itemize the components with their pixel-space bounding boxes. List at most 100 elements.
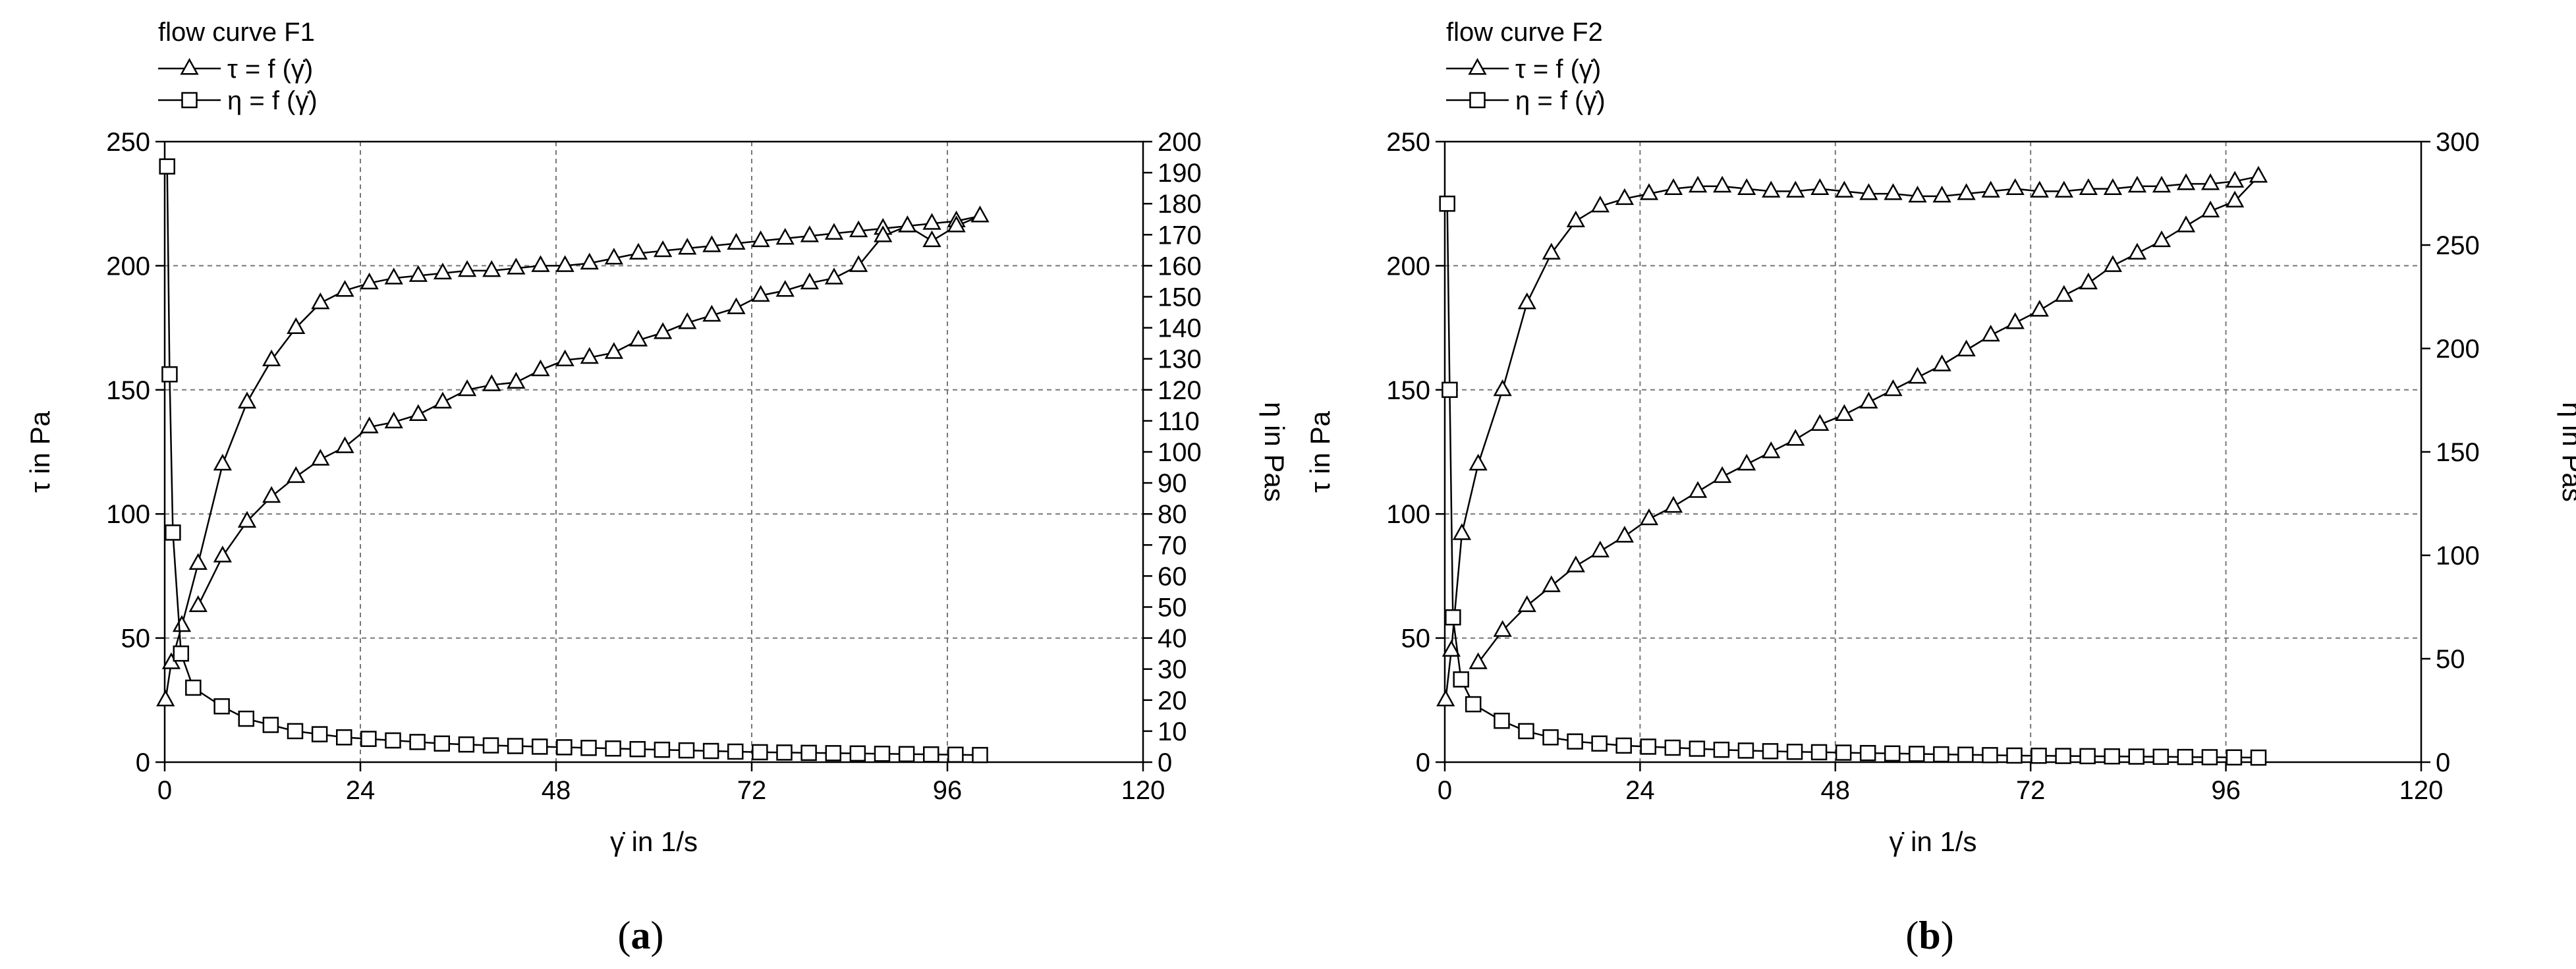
legend-label-eta: η = f (γ̇) [227, 86, 318, 115]
data-point-square [213, 698, 230, 715]
data-point-triangle [262, 349, 281, 367]
data-point-square [2030, 748, 2047, 764]
legend-marker-triangle-icon [180, 58, 199, 75]
legend-marker-triangle-icon [1468, 58, 1487, 75]
data-point-triangle [1737, 453, 1756, 471]
data-point-square [556, 739, 573, 756]
data-point-triangle [2176, 215, 2196, 233]
data-point-triangle [1737, 178, 1756, 196]
panel-caption: (a) [618, 914, 664, 957]
data-point-triangle [1908, 366, 1927, 384]
data-point-square [2104, 748, 2120, 765]
data-point-triangle [531, 359, 550, 377]
data-point-triangle [775, 227, 795, 245]
data-point-triangle [1884, 379, 1903, 397]
data-point-triangle [1452, 523, 1472, 540]
data-point-triangle [311, 292, 330, 310]
data-point-square [238, 710, 254, 727]
data-point-triangle [678, 312, 697, 329]
series-group [1436, 165, 2268, 766]
data-point-triangle [1859, 183, 1878, 200]
data-point-triangle [1615, 526, 1635, 543]
y-tick-label-right: 300 [2436, 128, 2480, 157]
data-point-triangle [1493, 379, 1512, 397]
y-tick-label-right: 70 [1158, 531, 1187, 560]
data-point-square [629, 740, 646, 758]
y-tick-label-right: 200 [1158, 128, 1202, 157]
data-point-triangle [507, 258, 526, 275]
data-point-triangle [604, 342, 623, 359]
x-axis-label: γ̇ in 1/s [610, 826, 698, 857]
data-point-triangle [653, 240, 673, 258]
y-tick-label-right: 30 [1158, 655, 1187, 684]
data-point-triangle [1981, 180, 2000, 198]
data-point-square [409, 734, 426, 750]
data-point-triangle [457, 379, 477, 397]
y-tick-label-right: 20 [1158, 686, 1187, 715]
data-point-triangle [237, 391, 257, 409]
data-point-triangle [1908, 185, 1927, 203]
data-point-square [654, 741, 671, 758]
data-point-square [825, 745, 841, 761]
data-point-square [702, 742, 719, 760]
legend-label-eta: η = f (γ̇) [1515, 86, 1606, 115]
data-point-square [972, 746, 988, 763]
data-point-triangle [188, 553, 208, 570]
data-point-square [580, 740, 597, 756]
series-line [1446, 204, 2259, 759]
y-tick-label-right: 60 [1158, 562, 1187, 591]
y-tick-label-left: 50 [121, 624, 151, 653]
data-point-square [752, 744, 768, 761]
data-point-square [311, 726, 328, 742]
data-point-triangle [1615, 188, 1635, 206]
data-point-triangle [2226, 190, 2245, 208]
data-point-square [776, 744, 793, 761]
data-point-square [165, 524, 181, 541]
data-point-triangle [433, 391, 453, 409]
data-point-triangle [898, 215, 917, 233]
data-point-triangle [482, 374, 501, 391]
data-point-triangle [1762, 180, 1781, 198]
data-point-triangle [874, 225, 893, 242]
data-point-triangle [1664, 178, 1683, 196]
data-point-square [1737, 742, 1754, 759]
data-point-square [800, 744, 817, 761]
data-point-square [1859, 744, 1876, 761]
data-point-triangle [2201, 200, 2220, 217]
data-point-triangle [1442, 640, 1461, 657]
y-axis-label-right: η in Pas [1259, 402, 1290, 502]
data-point-triangle [702, 304, 721, 322]
data-point-triangle [1859, 391, 1878, 409]
data-point-triangle [824, 267, 844, 285]
y-axis-label-left: τ in Pa [1304, 410, 1335, 493]
data-point-square [2128, 748, 2144, 765]
data-point-square [1518, 723, 1534, 740]
panel-letter: a [631, 914, 651, 957]
y-tick-label-right: 50 [2436, 645, 2465, 674]
data-point-triangle [727, 233, 746, 250]
legend [158, 58, 221, 109]
data-point-triangle [1762, 441, 1781, 458]
data-point-triangle [1957, 339, 1976, 356]
y-tick-label-right: 170 [1158, 221, 1202, 250]
y-tick-label-left: 150 [106, 376, 150, 405]
data-point-triangle [751, 230, 770, 248]
y-tick-label-left: 100 [1386, 500, 1430, 529]
data-point-triangle [1469, 652, 1488, 669]
data-point-triangle [1436, 689, 1455, 707]
data-point-triangle [2103, 178, 2123, 196]
data-point-triangle [1786, 180, 1805, 198]
data-point-triangle [2127, 242, 2147, 260]
data-point-triangle [2176, 173, 2196, 190]
y-tick-label-right: 130 [1158, 345, 1202, 374]
data-point-square [2079, 748, 2096, 765]
data-point-square [1664, 739, 1681, 756]
y-tick-label-right: 150 [1158, 283, 1202, 312]
data-point-triangle [775, 280, 795, 297]
x-tick-label: 72 [2016, 776, 2046, 805]
data-point-triangle [2201, 173, 2220, 190]
data-point-triangle [580, 346, 599, 364]
data-point-square [874, 746, 891, 762]
data-point-triangle [188, 595, 208, 613]
data-point-triangle [482, 260, 501, 277]
